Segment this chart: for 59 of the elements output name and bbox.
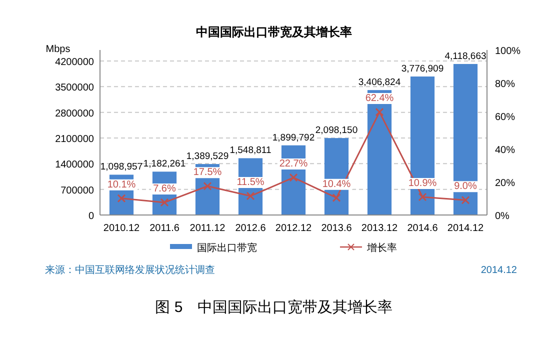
data-label: 3,776,909 xyxy=(401,64,444,75)
bar xyxy=(367,90,392,215)
data-label: 2,098,150 xyxy=(315,125,358,136)
data-label: 3,406,824 xyxy=(358,77,401,88)
bar xyxy=(453,64,478,215)
data-label: 10.1% xyxy=(107,179,136,190)
source-note: 来源：中国互联网络发展状况统计调查 xyxy=(45,264,215,276)
data-label: 22.7% xyxy=(279,158,308,170)
point xyxy=(461,196,470,204)
y-tick-label: 2800000 xyxy=(55,108,94,120)
x-tick-label: 2014.12 xyxy=(447,223,484,234)
y2-tick-label: 100% xyxy=(495,46,521,57)
data-label: 1,182,261 xyxy=(143,158,186,170)
y-tick-label: 4200000 xyxy=(55,57,94,68)
data-label: 4,118,663 xyxy=(444,50,486,62)
data-label: 9.0% xyxy=(454,181,478,192)
x-tick-label: 2014.6 xyxy=(407,223,438,234)
y-tick-label: 3500000 xyxy=(55,82,94,94)
x-tick-label: 2012.12 xyxy=(275,223,312,234)
y-tick-label: 1400000 xyxy=(55,160,94,171)
legend-label: 国际出口带宽 xyxy=(197,242,257,254)
data-label: 7.6% xyxy=(153,183,176,194)
x-tick-label: 2011.6 xyxy=(150,223,180,234)
text: 2014.12 xyxy=(480,265,518,276)
bar xyxy=(410,76,435,215)
data-label: 62.4% xyxy=(365,93,394,104)
point xyxy=(418,192,427,202)
x-tick-label: 2011.12 xyxy=(190,223,226,234)
data-label: 10.4% xyxy=(322,178,351,190)
data-label: 1,389,529 xyxy=(186,151,229,162)
data-label: 17.5% xyxy=(193,167,222,178)
y2-tick-label: 80% xyxy=(495,79,516,90)
x-tick-label: 2013.12 xyxy=(361,223,398,234)
point xyxy=(246,192,255,200)
y-tick-label: 2100000 xyxy=(55,134,94,145)
point xyxy=(332,194,341,202)
point xyxy=(160,198,169,207)
x-tick-label: 2012.6 xyxy=(235,223,266,234)
chart-title: 中国国际出口带宽及其增长率 xyxy=(196,25,352,39)
data-label: 1,548,811 xyxy=(230,145,272,156)
point xyxy=(289,173,298,182)
point xyxy=(203,182,212,190)
y-tick-label: 0 xyxy=(88,211,94,222)
data-label: 1,098,957 xyxy=(100,162,143,173)
data-label: 11.5% xyxy=(236,177,264,188)
x-tick-label: 2010.12 xyxy=(103,223,140,234)
point xyxy=(117,194,126,203)
data-label: 1,899,792 xyxy=(272,132,315,144)
y-tick-label: 700000 xyxy=(60,185,94,196)
y-axis-title: Mbps xyxy=(46,44,70,55)
y2-tick-label: 20% xyxy=(495,178,516,189)
y2-tick-label: 0% xyxy=(495,211,510,222)
point xyxy=(375,108,384,116)
y2-tick-label: 60% xyxy=(495,112,516,123)
legend-label: 增长率 xyxy=(366,242,397,254)
y2-tick-label: 40% xyxy=(495,145,516,156)
data-label: 10.9% xyxy=(408,178,437,190)
x-tick-label: 2013.6 xyxy=(321,223,352,234)
caption: 图 5 中国国际出口宽带及其增长率 xyxy=(155,299,393,316)
